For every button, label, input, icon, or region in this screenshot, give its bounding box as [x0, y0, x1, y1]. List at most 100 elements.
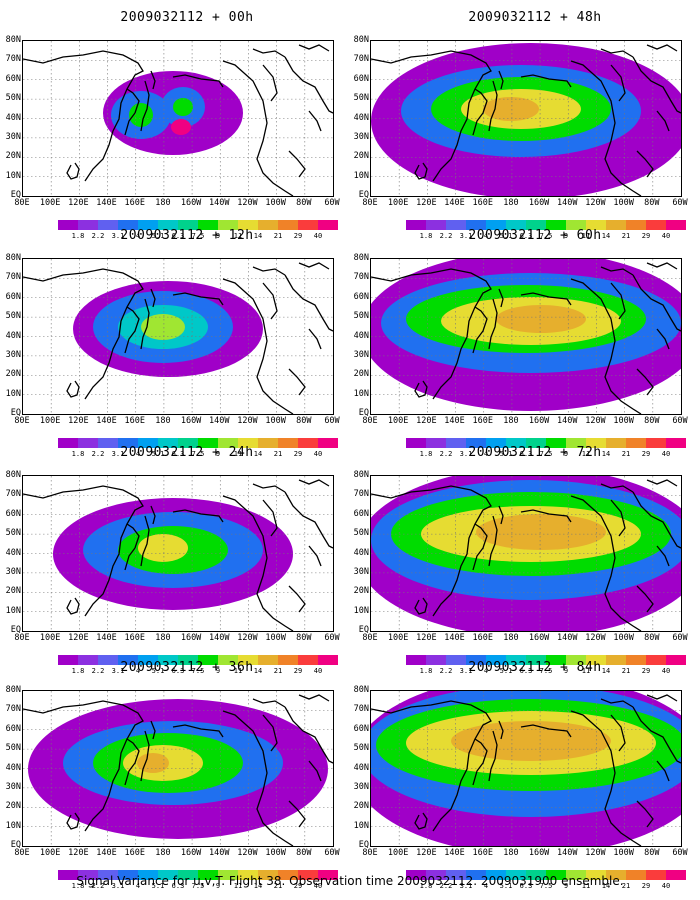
colorbar-label: 3.1: [111, 667, 125, 675]
lon-tick-label: 180: [503, 848, 519, 858]
lat-tick-label: 50N: [5, 743, 21, 754]
colorbar-swatch: [98, 438, 118, 448]
colorbar-label: 14: [601, 882, 611, 890]
colorbar-swatch: [58, 655, 78, 665]
colorbar-swatch: [586, 220, 606, 230]
colorbar-label: 7.5: [539, 667, 553, 675]
lat-tick-label: 70N: [5, 489, 21, 500]
coastline: [656, 760, 670, 782]
lon-tick-label: 180: [155, 633, 171, 643]
lat-tick-label: 30N: [5, 349, 21, 360]
colorbar-swatch: [218, 655, 238, 665]
coastline: [610, 499, 626, 537]
colorbar-swatch: [626, 870, 646, 880]
lat-tick-label: 40N: [353, 762, 369, 773]
colorbar-label: 5.1: [499, 882, 513, 890]
lon-tick-label: 100E: [39, 198, 61, 208]
lon-tick-label: 140W: [557, 848, 578, 858]
panel-title: 2009032112 + 12h: [120, 228, 254, 243]
lon-tick-label: 140W: [209, 633, 230, 643]
lon-tick-label: 140W: [557, 198, 578, 208]
colorbar-swatch: [318, 655, 338, 665]
colorbar-swatch: [626, 438, 646, 448]
colorbar-swatch: [158, 870, 178, 880]
colorbar-swatch: [278, 220, 298, 230]
coastline: [150, 505, 156, 525]
lat-tick-label: 40N: [353, 112, 369, 123]
coastline: [646, 479, 678, 487]
coastline: [308, 760, 322, 782]
lon-tick-label: 160E: [124, 198, 145, 208]
colorbar-label: 11: [581, 232, 591, 240]
coastline: [252, 48, 286, 58]
lon-tick-label: 180: [503, 198, 519, 208]
lon-tick-label: 180: [503, 633, 519, 643]
colorbar-label: 1.8: [419, 667, 433, 675]
colorbar-label: 29: [641, 667, 651, 675]
variance-map: [371, 259, 681, 414]
lat-tick-label: 60N: [5, 723, 21, 734]
colorbar-swatch: [506, 438, 526, 448]
colorbar-swatch: [218, 438, 238, 448]
map-plot: [370, 475, 682, 632]
colorbar-swatch: [58, 438, 78, 448]
coastline: [656, 328, 670, 350]
lon-tick-label: 140W: [209, 198, 230, 208]
coastline: [570, 60, 642, 196]
lat-tick-label: 80N: [353, 685, 369, 695]
coastline: [23, 268, 144, 400]
coastline: [610, 282, 626, 320]
colorbar-swatch: [506, 220, 526, 230]
map-plot: [22, 40, 334, 197]
lon-tick-label: 60W: [672, 848, 688, 858]
lon-tick-label: 100E: [387, 198, 409, 208]
colorbar-label: 7.5: [539, 882, 553, 890]
colorbar-label: 9: [215, 232, 221, 240]
colorbar-label: 2.2: [91, 450, 105, 458]
lon-tick-label: 160W: [180, 633, 202, 643]
lon-tick-label: 100W: [265, 416, 286, 426]
lon-tick-label: 120W: [585, 416, 606, 426]
coastline: [140, 515, 150, 567]
colorbar-swatch: [118, 870, 138, 880]
coastline: [284, 706, 333, 764]
coastline: [222, 60, 294, 196]
lon-tick-label: 160W: [528, 633, 550, 643]
signal-contour: [129, 103, 153, 127]
lat-tick-label: 80N: [353, 470, 369, 480]
colorbar-label: 7.5: [539, 450, 553, 458]
colorbar-swatch: [586, 655, 606, 665]
colorbar-swatch: [98, 220, 118, 230]
colorbar-swatch: [218, 220, 238, 230]
lon-tick-label: 80E: [362, 633, 378, 643]
lon-tick-label: 100W: [613, 633, 634, 643]
coastline: [298, 262, 330, 270]
lat-tick-label: 40N: [353, 330, 369, 341]
lon-tick-label: 160E: [472, 848, 493, 858]
colorbar-label: 14: [601, 232, 611, 240]
lat-tick-label: EQ: [10, 408, 21, 418]
lon-tick-label: 140E: [96, 633, 117, 643]
lat-tick-label: 30N: [353, 781, 369, 792]
panel-title: 2009032112 + 84h: [468, 660, 602, 675]
colorbar-label: 1.8: [71, 882, 85, 890]
lat-tick-label: 40N: [5, 547, 21, 558]
colorbar-label: 1.8: [71, 232, 85, 240]
lat-tick-label: 50N: [5, 311, 21, 322]
lon-tick-label: 100W: [265, 633, 286, 643]
panel-title: 2009032112 + 48h: [468, 10, 602, 25]
coastline: [472, 88, 488, 136]
coastline: [520, 292, 572, 306]
lat-tick-label: 50N: [5, 528, 21, 539]
colorbar: [58, 220, 338, 230]
lat-tick-label: EQ: [358, 625, 369, 635]
coastline: [308, 328, 322, 350]
lon-tick-label: 100W: [265, 848, 286, 858]
coastline: [610, 64, 626, 102]
lat-tick-label: 20N: [353, 586, 369, 597]
colorbar-swatch: [606, 870, 626, 880]
colorbar-label: 3.1: [459, 882, 473, 890]
lat-tick-label: 60N: [353, 73, 369, 84]
coastline: [172, 292, 224, 306]
variance-map: [371, 476, 681, 631]
